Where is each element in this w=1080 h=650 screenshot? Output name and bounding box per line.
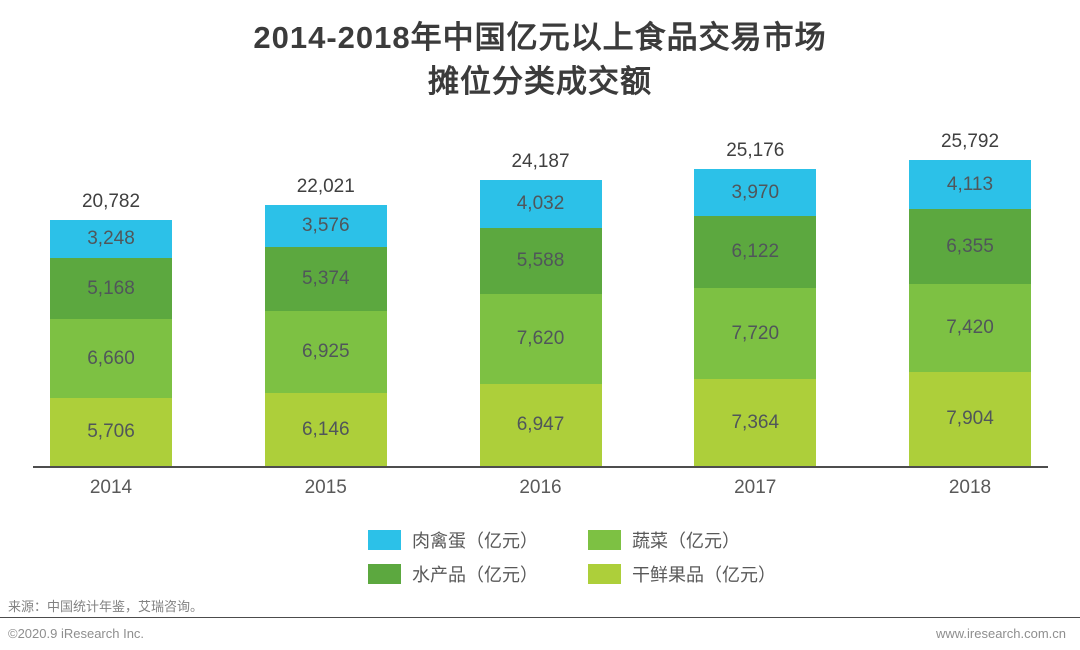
chart-title-line2: 摊位分类成交额 bbox=[428, 64, 652, 100]
legend-swatch-meat bbox=[368, 530, 401, 550]
chart-title: 2014-2018年中国亿元以上食品交易市场 摊位分类成交额 bbox=[0, 16, 1080, 104]
bar-total-label: 25,176 bbox=[726, 140, 785, 161]
bar-segment: 6,146 bbox=[264, 393, 387, 466]
website-url: www.iresearch.com.cn bbox=[935, 626, 1066, 641]
x-axis-label-2017: 2017 bbox=[734, 477, 777, 498]
legend-item-meat: 肉禽蛋（亿元） bbox=[368, 527, 588, 553]
legend-item-aquatic: 水产品（亿元） bbox=[368, 561, 588, 587]
copyright-text: ©2020.9 iResearch Inc. bbox=[8, 626, 145, 641]
bar-segment: 7,420 bbox=[909, 284, 1031, 372]
bar-segment: 3,576 bbox=[264, 205, 387, 247]
legend-label-vegetables: 蔬菜（亿元） bbox=[632, 531, 740, 551]
legend-item-fruits: 干鲜果品（亿元） bbox=[588, 561, 776, 587]
legend-label-fruits: 干鲜果品（亿元） bbox=[632, 565, 776, 585]
footer-divider bbox=[0, 617, 1080, 618]
x-axis-label-2016: 2016 bbox=[519, 477, 562, 498]
bar-segment: 6,947 bbox=[479, 384, 602, 466]
bar-stack: 3,248 5,168 6,660 5,706 bbox=[50, 220, 172, 466]
bar-stack: 3,576 5,374 6,925 6,146 bbox=[264, 205, 387, 466]
bar-2016: 24,187 4,032 5,588 7,620 6,947 bbox=[479, 151, 602, 466]
legend-swatch-vegetables bbox=[588, 530, 621, 550]
bar-2017: 25,176 3,970 6,122 7,720 7,364 bbox=[694, 140, 817, 466]
x-axis-label-2015: 2015 bbox=[304, 477, 347, 498]
bar-total-label: 24,187 bbox=[511, 151, 570, 172]
bar-segment: 4,032 bbox=[479, 180, 602, 228]
bar-segment: 7,620 bbox=[479, 294, 602, 384]
legend-label-aquatic: 水产品（亿元） bbox=[412, 565, 538, 585]
bar-segment: 3,248 bbox=[50, 220, 172, 258]
bar-segment: 6,355 bbox=[909, 209, 1031, 284]
bar-segment: 7,904 bbox=[909, 372, 1031, 466]
stacked-bar-chart: 20,782 3,248 5,168 6,660 5,706 22,021 3,576 5,3… bbox=[33, 130, 1048, 468]
chart-title-line1: 2014-2018年中国亿元以上食品交易市场 bbox=[253, 20, 827, 55]
legend-label-meat: 肉禽蛋（亿元） bbox=[412, 531, 538, 551]
bar-total-label: 20,782 bbox=[81, 191, 141, 212]
legend-swatch-aquatic bbox=[368, 564, 401, 584]
bar-segment: 5,168 bbox=[50, 258, 172, 319]
bar-segment: 7,364 bbox=[694, 379, 817, 466]
bar-segment: 5,374 bbox=[264, 247, 387, 311]
chart-legend: 肉禽蛋（亿元） 蔬菜（亿元） 水产品（亿元） 干鲜果品（亿元） bbox=[368, 527, 776, 587]
legend-swatch-fruits bbox=[588, 564, 621, 584]
bar-stack: 4,113 6,355 7,420 7,904 bbox=[909, 160, 1031, 466]
bar-stack: 3,970 6,122 7,720 7,364 bbox=[694, 169, 817, 466]
bar-stack: 4,032 5,588 7,620 6,947 bbox=[479, 180, 602, 466]
bar-2018: 25,792 4,113 6,355 7,420 7,904 bbox=[909, 131, 1031, 466]
source-note: 来源：中国统计年鉴，艾瑞咨询。 bbox=[8, 599, 204, 614]
bar-2015: 22,021 3,576 5,374 6,925 6,146 bbox=[264, 176, 387, 466]
bar-total-label: 25,792 bbox=[940, 131, 1000, 152]
bar-segment: 6,925 bbox=[264, 311, 387, 393]
x-axis-label-2014: 2014 bbox=[89, 477, 133, 498]
bar-segment: 6,122 bbox=[694, 216, 817, 288]
bar-segment: 6,660 bbox=[50, 319, 172, 398]
bar-segment: 5,706 bbox=[50, 398, 172, 466]
bar-segment: 4,113 bbox=[909, 160, 1031, 209]
bar-2014: 20,782 3,248 5,168 6,660 5,706 bbox=[50, 191, 172, 466]
bar-segment: 7,720 bbox=[694, 288, 817, 379]
legend-item-vegetables: 蔬菜（亿元） bbox=[588, 527, 776, 553]
x-axis-label-2018: 2018 bbox=[948, 477, 992, 498]
bar-segment: 5,588 bbox=[479, 228, 602, 294]
bar-total-label: 22,021 bbox=[296, 176, 355, 197]
bar-segment: 3,970 bbox=[694, 169, 817, 216]
x-axis-labels: 2014 2015 2016 2017 2018 bbox=[33, 477, 1048, 499]
